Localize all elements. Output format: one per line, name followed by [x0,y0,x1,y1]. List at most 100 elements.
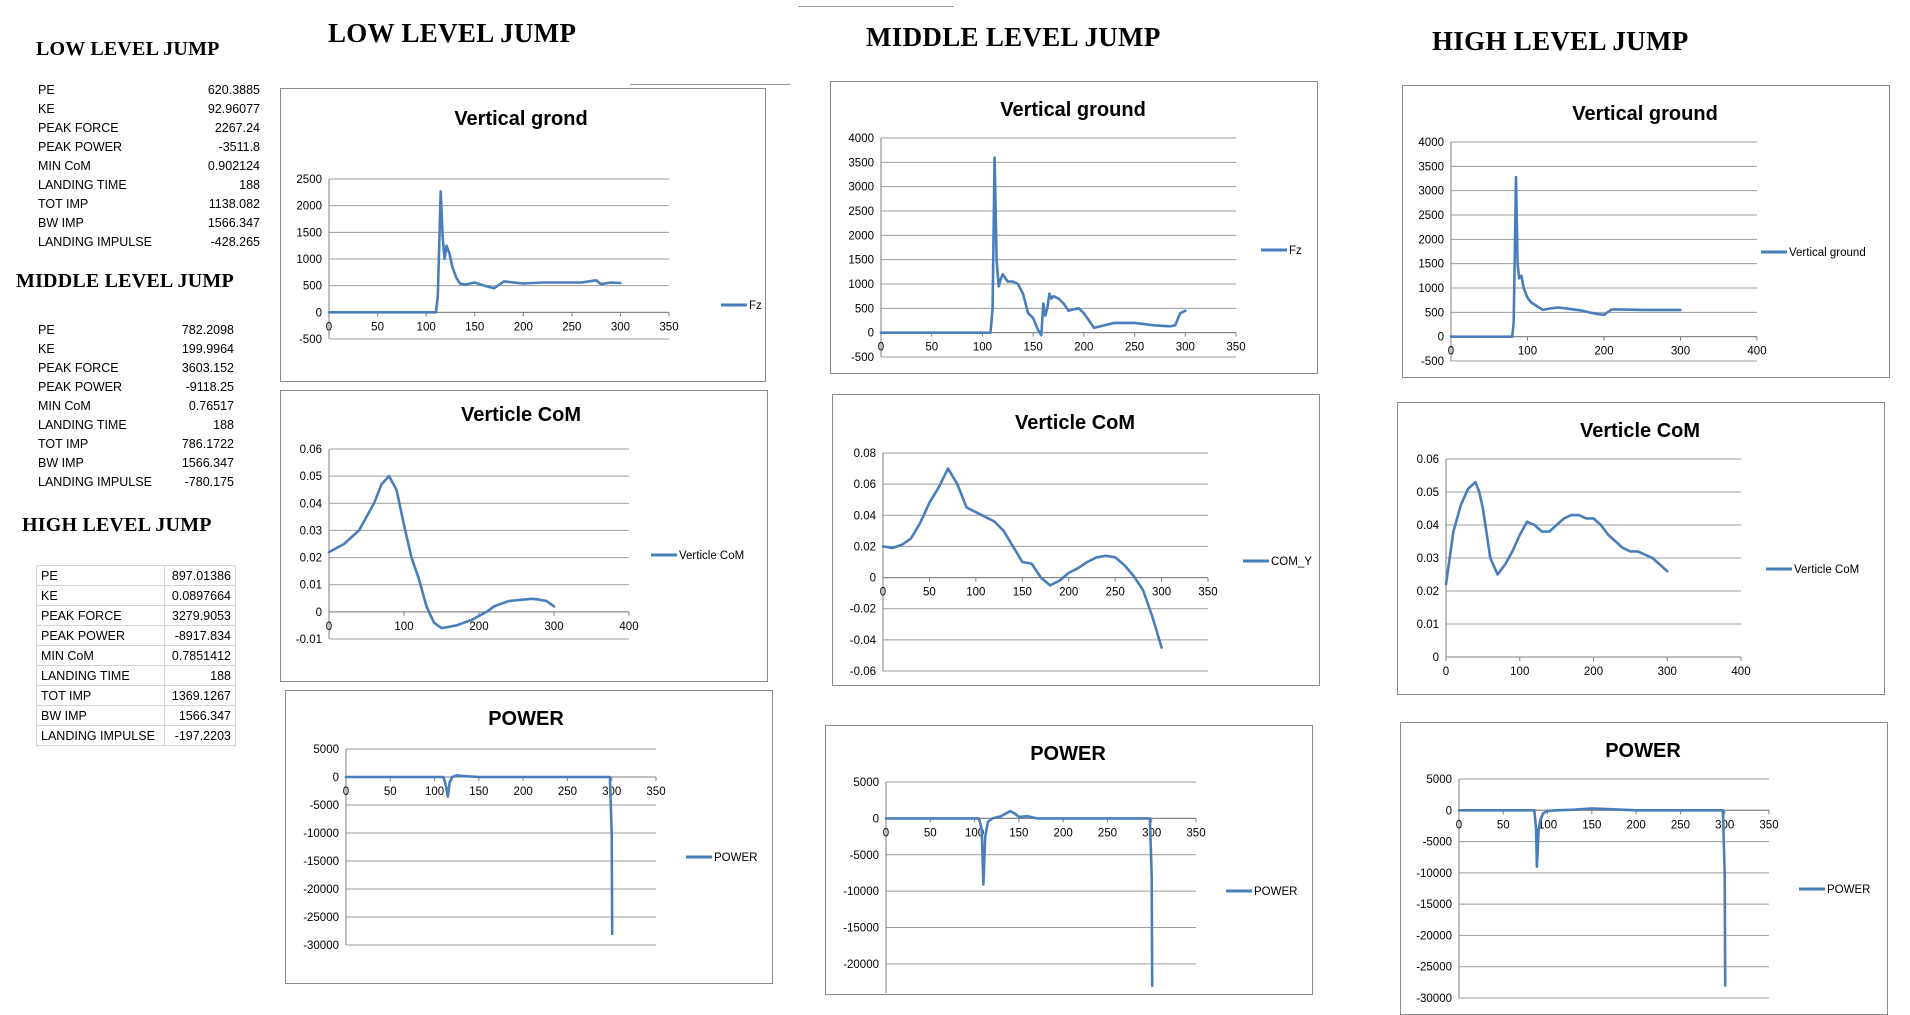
x-tick-label: 300 [1671,346,1690,358]
y-tick-label: 0 [316,607,322,619]
series-line [327,190,622,314]
legend-label: Vertical ground [1789,247,1866,259]
chart-svg: POWER -20000 -15000 -10000 -5000 0 5000 0 50 100 1… [843,743,1297,993]
y-tick-label: -5000 [310,800,339,812]
side-title-high: HIGH LEVEL JUMP [22,514,212,536]
chart-title: Vertical ground [1572,103,1718,125]
y-tick-label: 0 [1433,652,1439,664]
y-tick-label: 0.03 [300,525,322,537]
x-tick-label: 300 [611,321,630,333]
y-tick-label: 0.01 [300,580,322,592]
y-tick-label: -20000 [843,959,879,971]
chart-svg: POWER -30000 -25000 -20000 -15000 -10000 -5000… [303,708,757,952]
stats-row: LANDING IMPULSE -780.175 [34,472,238,491]
x-tick-label: 100 [1538,819,1557,831]
y-tick-label: 0.06 [854,479,876,491]
x-tick-label: 300 [1176,342,1195,354]
y-tick-label: 2500 [848,206,874,218]
y-tick-label: -0.01 [296,634,322,646]
x-tick-label: 100 [417,321,436,333]
y-tick-label: 3500 [848,157,874,169]
x-tick-label: 0 [1456,819,1462,831]
y-tick-label: 0 [1446,805,1452,817]
x-tick-label: 250 [562,321,581,333]
x-tick-label: 300 [602,786,621,798]
legend-label: POWER [714,852,757,864]
legend-label: Fz [749,300,762,312]
x-tick-label: 150 [1024,342,1043,354]
x-tick-label: 200 [1584,666,1603,678]
stats-value: -8917.834 [164,625,236,646]
stats-row: PE 782.2098 [34,320,238,339]
stats-row: TOT IMP 786.1722 [34,434,238,453]
stats-value: 1566.347 [181,455,234,470]
stats-label: LANDING IMPULSE [38,234,152,249]
series-line [327,474,556,630]
stats-label: KE [35,585,166,606]
chart-svg: Verticle CoM 0 0.01 0.02 0.03 0.04 0.05 0.06 0 10… [1417,420,1860,678]
x-tick-label: 250 [1106,587,1125,599]
stats-row: BW IMP 1566.347 [35,705,236,726]
divider-line [798,6,954,7]
column-title-low: LOW LEVEL JUMP [328,18,577,48]
y-tick-label: 0.01 [1417,619,1439,631]
y-tick-label: 0 [1438,332,1444,344]
chart-high-power: POWER -30000 -25000 -20000 -15000 -10000 -5000… [1400,722,1888,1015]
y-tick-label: -20000 [303,884,339,896]
x-tick-label: 300 [1715,819,1734,831]
y-tick-label: 500 [303,281,322,293]
x-tick-label: 0 [878,342,884,354]
chart-low-com: Verticle CoM -0.01 0 0.01 0.02 0.03 0.04 0.05 0.… [280,390,768,682]
stats-row: MIN CoM 0.902124 [34,156,264,175]
stats-table-low: PE 620.3885 KE 92.96077 PEAK FORCE 2267.24 PEA… [34,80,264,251]
y-tick-label: 0 [873,813,879,825]
x-tick-label: 100 [966,587,985,599]
series-line [344,774,614,936]
x-tick-label: 200 [469,621,488,633]
y-tick-label: 500 [855,303,874,315]
stats-row: TOT IMP 1369.1267 [35,685,236,706]
chart-title: Verticle CoM [461,404,581,426]
stats-label: KE [38,101,55,116]
x-tick-label: 200 [1059,587,1078,599]
series-line [884,809,1154,988]
y-tick-label: -5000 [1423,837,1452,849]
x-tick-label: 250 [1125,342,1144,354]
x-tick-label: 50 [384,786,397,798]
stats-label: LANDING TIME [35,665,166,686]
chart-title: POWER [1605,740,1681,762]
stats-value: -780.175 [184,474,234,489]
x-tick-label: 0 [1443,666,1449,678]
y-tick-label: 0.05 [1417,487,1439,499]
x-tick-label: 100 [973,342,992,354]
y-tick-label: -20000 [1416,930,1452,942]
y-tick-label: 4000 [848,133,874,145]
y-tick-label: -10000 [843,886,879,898]
y-tick-label: 5000 [313,744,339,756]
chart-svg: Verticle CoM -0.06 -0.04 -0.02 0 0.02 0.04 0.06… [850,412,1312,678]
x-tick-label: 150 [1013,587,1032,599]
series-line [881,467,1163,649]
y-tick-label: -25000 [303,912,339,924]
y-tick-label: -0.02 [850,604,876,616]
y-tick-label: 3000 [848,182,874,194]
x-tick-label: 300 [1152,587,1171,599]
x-tick-label: 200 [1627,819,1646,831]
stats-value: 0.76517 [188,398,234,413]
stats-row: LANDING TIME 188 [35,665,236,686]
stats-label: PEAK POWER [35,625,166,646]
stats-value: 0.7851412 [164,645,236,666]
y-tick-label: 0.08 [854,448,876,460]
stats-value: 1566.347 [207,215,260,230]
chart-middle-power: POWER -20000 -15000 -10000 -5000 0 5000 0 50 100 1… [825,725,1313,995]
x-tick-label: 300 [1142,827,1161,839]
stats-label: PEAK FORCE [38,360,119,375]
chart-title: Verticle CoM [1015,412,1135,434]
stats-label: TOT IMP [38,196,89,211]
stats-row: LANDING TIME 188 [34,415,238,434]
chart-title: Vertical grond [454,108,587,130]
y-tick-label: 1500 [296,227,322,239]
stats-value: 1138.082 [208,196,260,211]
legend-label: POWER [1827,884,1870,896]
x-tick-label: 350 [1186,827,1205,839]
